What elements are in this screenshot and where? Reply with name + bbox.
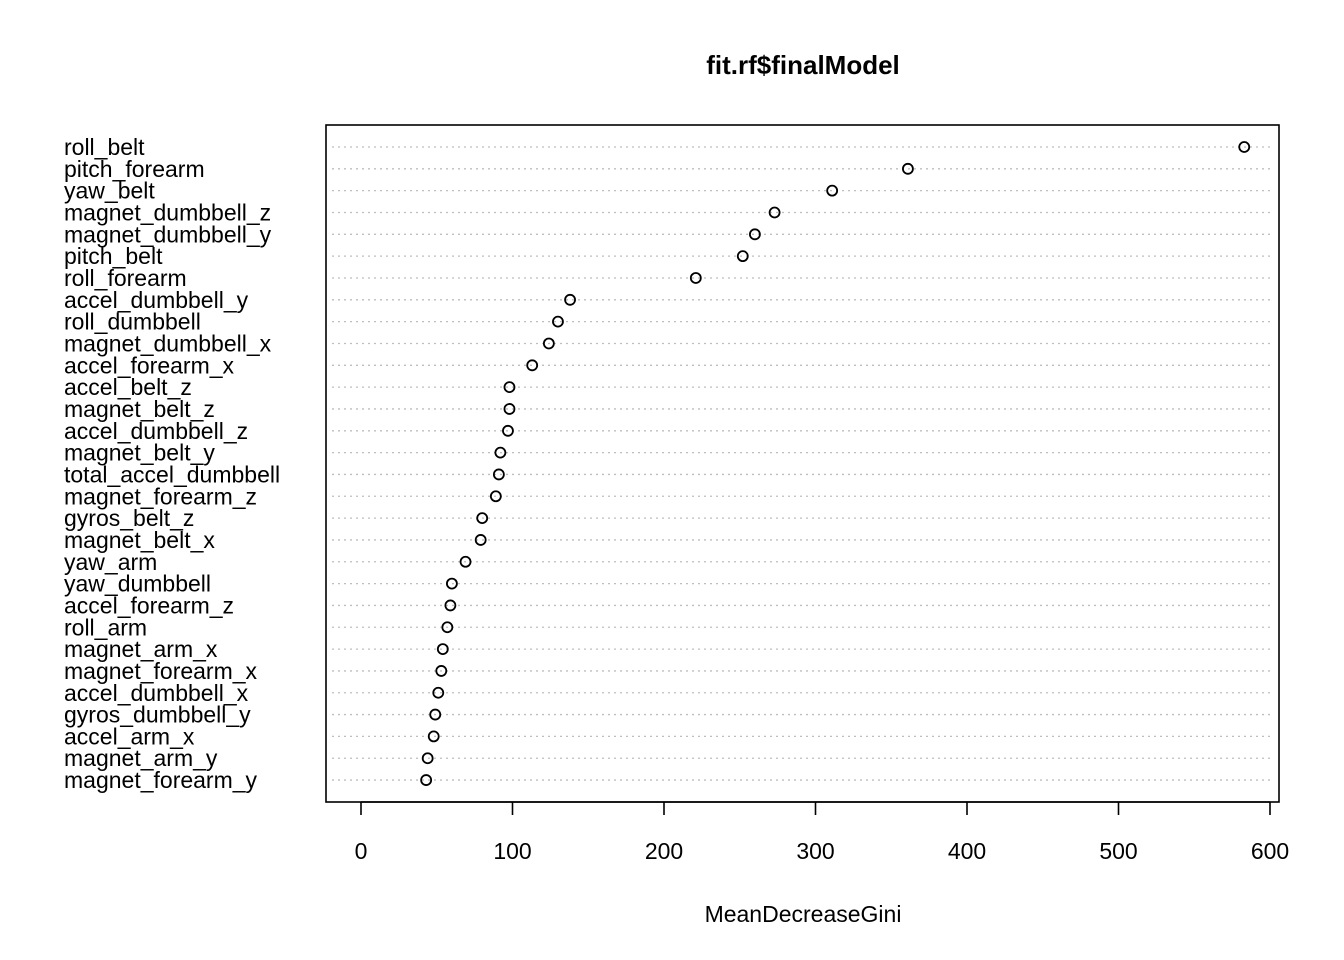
data-point bbox=[492, 468, 505, 481]
data-points bbox=[420, 141, 1251, 786]
category-label: accel_dumbbell_y bbox=[64, 287, 249, 313]
category-label: magnet_belt_y bbox=[64, 440, 215, 466]
category-label: roll_arm bbox=[64, 614, 147, 640]
category-label: magnet_belt_x bbox=[64, 527, 215, 553]
data-point bbox=[1238, 141, 1251, 153]
data-point bbox=[435, 665, 448, 677]
category-label: total_accel_dumbbell bbox=[64, 461, 280, 487]
data-point bbox=[826, 184, 839, 197]
category-label: magnet_arm_y bbox=[64, 745, 218, 771]
category-label: yaw_belt bbox=[64, 178, 155, 204]
x-axis-label: MeanDecreaseGini bbox=[705, 901, 902, 927]
chart-title: fit.rf$finalModel bbox=[706, 50, 900, 80]
category-label: accel_forearm_z bbox=[64, 592, 234, 618]
category-labels: roll_beltpitch_forearmyaw_beltmagnet_dum… bbox=[64, 134, 280, 793]
data-point bbox=[736, 250, 749, 263]
data-point bbox=[474, 534, 487, 546]
category-label: accel_arm_x bbox=[64, 723, 195, 749]
x-tick-label: 0 bbox=[355, 838, 368, 864]
x-tick-label: 500 bbox=[1099, 838, 1137, 864]
data-point bbox=[502, 424, 514, 437]
data-point bbox=[459, 555, 472, 568]
category-label: magnet_forearm_x bbox=[64, 658, 258, 684]
data-point bbox=[476, 512, 489, 525]
category-label: yaw_dumbbell bbox=[64, 571, 211, 597]
x-tick-label: 600 bbox=[1251, 838, 1289, 864]
category-label: roll_belt bbox=[64, 134, 145, 160]
data-point bbox=[564, 293, 576, 306]
category-label: magnet_forearm_y bbox=[64, 767, 258, 793]
data-point bbox=[420, 774, 433, 786]
category-label: magnet_arm_x bbox=[64, 636, 218, 662]
data-point bbox=[494, 446, 507, 459]
x-tick-label: 200 bbox=[645, 838, 683, 864]
data-point bbox=[526, 359, 539, 372]
data-point bbox=[444, 599, 457, 612]
data-point bbox=[436, 643, 449, 655]
data-point bbox=[902, 162, 914, 175]
data-point bbox=[445, 577, 458, 590]
x-tick-label: 400 bbox=[948, 838, 986, 864]
category-label: pitch_forearm bbox=[64, 156, 205, 182]
data-point bbox=[432, 686, 445, 699]
category-label: pitch_belt bbox=[64, 243, 163, 269]
category-label: roll_forearm bbox=[64, 265, 187, 291]
data-point bbox=[542, 337, 555, 350]
plot-frame bbox=[325, 124, 1280, 803]
data-point bbox=[441, 621, 454, 634]
x-tick-label: 300 bbox=[796, 838, 834, 864]
data-point bbox=[503, 403, 516, 415]
data-point bbox=[421, 752, 434, 765]
category-label: gyros_belt_z bbox=[64, 505, 194, 531]
x-axis: 0 100 200 300 400 500 600 bbox=[355, 801, 1289, 864]
data-point bbox=[749, 228, 761, 241]
category-label: accel_dumbbell_x bbox=[64, 680, 249, 706]
category-label: yaw_arm bbox=[64, 549, 157, 575]
data-point bbox=[768, 206, 781, 219]
category-label: accel_belt_z bbox=[64, 374, 192, 400]
category-label: magnet_belt_z bbox=[64, 396, 215, 422]
category-label: magnet_dumbbell_x bbox=[64, 330, 272, 356]
category-label: roll_dumbbell bbox=[64, 309, 201, 335]
data-point bbox=[489, 490, 502, 503]
category-label: magnet_dumbbell_y bbox=[64, 221, 272, 247]
category-label: gyros_dumbbell_y bbox=[64, 702, 251, 728]
data-point bbox=[429, 708, 442, 721]
category-label: accel_forearm_x bbox=[64, 352, 235, 378]
guide-lines bbox=[332, 146, 1273, 781]
x-tick-label: 100 bbox=[493, 838, 531, 864]
category-label: magnet_forearm_z bbox=[64, 483, 257, 509]
category-label: magnet_dumbbell_z bbox=[64, 199, 271, 225]
data-point bbox=[552, 315, 564, 328]
category-label: accel_dumbbell_z bbox=[64, 418, 248, 444]
data-point bbox=[689, 272, 702, 284]
data-point bbox=[503, 381, 516, 394]
data-point bbox=[427, 730, 440, 743]
